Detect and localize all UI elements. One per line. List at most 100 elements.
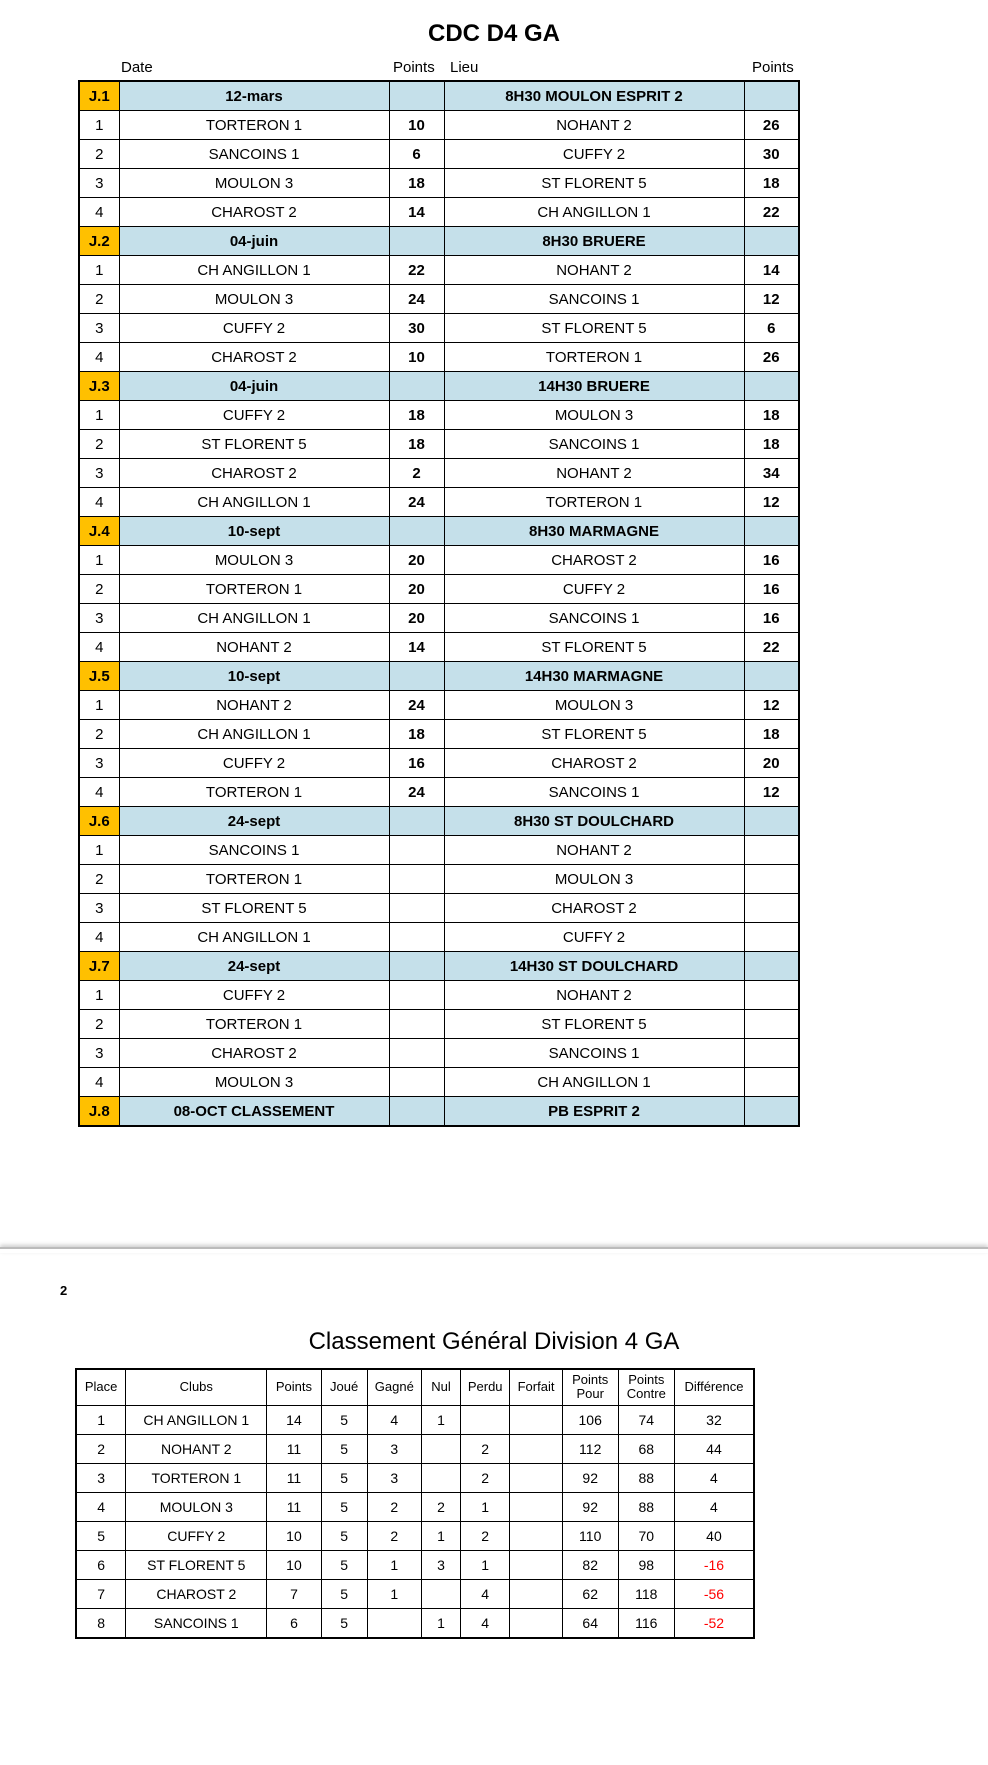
- round-venue: 14H30 BRUERE: [444, 372, 744, 401]
- match-num: 1: [79, 546, 119, 575]
- points-for: 106: [562, 1405, 618, 1434]
- standings-row: 8SANCOINS 1651464116-52: [76, 1608, 754, 1638]
- standings-header-cell: Joué: [321, 1369, 367, 1405]
- points: 11: [267, 1492, 321, 1521]
- match-row: 4CHAROST 210TORTERON 126: [79, 343, 799, 372]
- round-pts-blank: [389, 81, 444, 111]
- match-num: 2: [79, 865, 119, 894]
- round-pts-blank: [389, 662, 444, 691]
- match-row: 1CH ANGILLON 122NOHANT 214: [79, 256, 799, 285]
- round-venue: 8H30 MARMAGNE: [444, 517, 744, 546]
- difference: -52: [674, 1608, 754, 1638]
- played: 5: [321, 1434, 367, 1463]
- match-pts2: [744, 981, 799, 1010]
- match-team1: CHAROST 2: [119, 1039, 389, 1068]
- match-team1: CUFFY 2: [119, 401, 389, 430]
- round-date: 04-juin: [119, 227, 389, 256]
- match-team1: CUFFY 2: [119, 749, 389, 778]
- played: 5: [321, 1608, 367, 1638]
- match-num: 3: [79, 314, 119, 343]
- match-pts2: 16: [744, 604, 799, 633]
- match-pts2: [744, 1068, 799, 1097]
- won: [367, 1608, 421, 1638]
- won: 2: [367, 1521, 421, 1550]
- match-team2: NOHANT 2: [444, 256, 744, 285]
- match-team1: ST FLORENT 5: [119, 894, 389, 923]
- difference: -56: [674, 1579, 754, 1608]
- match-team1: SANCOINS 1: [119, 140, 389, 169]
- match-row: 3MOULON 318ST FLORENT 518: [79, 169, 799, 198]
- points: 7: [267, 1579, 321, 1608]
- match-pts1: 20: [389, 575, 444, 604]
- points-for: 64: [562, 1608, 618, 1638]
- lost: 4: [461, 1608, 510, 1638]
- match-pts2: [744, 836, 799, 865]
- match-team2: TORTERON 1: [444, 488, 744, 517]
- club-name: SANCOINS 1: [126, 1608, 267, 1638]
- difference: -16: [674, 1550, 754, 1579]
- round-pts-blank2: [744, 372, 799, 401]
- match-pts2: 12: [744, 778, 799, 807]
- points-for: 82: [562, 1550, 618, 1579]
- match-team1: CHAROST 2: [119, 459, 389, 488]
- difference: 4: [674, 1463, 754, 1492]
- played: 5: [321, 1579, 367, 1608]
- forfeit: [510, 1608, 562, 1638]
- round-date: 24-sept: [119, 807, 389, 836]
- match-team1: CHAROST 2: [119, 198, 389, 227]
- round-pts-blank: [389, 1097, 444, 1127]
- match-team2: CH ANGILLON 1: [444, 198, 744, 227]
- match-row: 1TORTERON 110NOHANT 226: [79, 111, 799, 140]
- match-team2: TORTERON 1: [444, 343, 744, 372]
- header-points1: Points: [392, 58, 449, 80]
- played: 5: [321, 1492, 367, 1521]
- won: 4: [367, 1405, 421, 1434]
- match-team1: NOHANT 2: [119, 633, 389, 662]
- points: 11: [267, 1434, 321, 1463]
- difference: 32: [674, 1405, 754, 1434]
- match-row: 2ST FLORENT 518SANCOINS 118: [79, 430, 799, 459]
- club-name: MOULON 3: [126, 1492, 267, 1521]
- round-venue: 14H30 MARMAGNE: [444, 662, 744, 691]
- match-num: 3: [79, 459, 119, 488]
- match-num: 2: [79, 575, 119, 604]
- points: 10: [267, 1550, 321, 1579]
- match-pts2: [744, 865, 799, 894]
- place: 2: [76, 1434, 126, 1463]
- round-date: 08-OCT CLASSEMENT: [119, 1097, 389, 1127]
- match-team2: CH ANGILLON 1: [444, 1068, 744, 1097]
- match-num: 2: [79, 285, 119, 314]
- round-pts-blank2: [744, 517, 799, 546]
- match-pts2: 34: [744, 459, 799, 488]
- club-name: ST FLORENT 5: [126, 1550, 267, 1579]
- round-venue: 8H30 BRUERE: [444, 227, 744, 256]
- match-row: 4CHAROST 214CH ANGILLON 122: [79, 198, 799, 227]
- match-row: 4CH ANGILLON 1CUFFY 2: [79, 923, 799, 952]
- points-against: 98: [618, 1550, 674, 1579]
- won: 3: [367, 1463, 421, 1492]
- match-num: 1: [79, 691, 119, 720]
- round-header: J.724-sept14H30 ST DOULCHARD: [79, 952, 799, 981]
- match-pts1: [389, 894, 444, 923]
- match-team2: CHAROST 2: [444, 749, 744, 778]
- round-code: J.5: [79, 662, 119, 691]
- match-team1: CH ANGILLON 1: [119, 923, 389, 952]
- match-num: 4: [79, 198, 119, 227]
- match-team1: TORTERON 1: [119, 111, 389, 140]
- points-against: 116: [618, 1608, 674, 1638]
- match-pts2: 16: [744, 575, 799, 604]
- match-num: 4: [79, 923, 119, 952]
- page-break: [0, 1247, 988, 1253]
- match-team1: CH ANGILLON 1: [119, 256, 389, 285]
- match-pts2: 26: [744, 343, 799, 372]
- lost: 2: [461, 1521, 510, 1550]
- match-team1: MOULON 3: [119, 1068, 389, 1097]
- match-row: 1CUFFY 2NOHANT 2: [79, 981, 799, 1010]
- match-row: 2TORTERON 1ST FLORENT 5: [79, 1010, 799, 1039]
- match-team1: TORTERON 1: [119, 575, 389, 604]
- match-row: 2SANCOINS 16CUFFY 230: [79, 140, 799, 169]
- round-pts-blank: [389, 807, 444, 836]
- match-pts1: 22: [389, 256, 444, 285]
- match-pts1: 14: [389, 198, 444, 227]
- standings-row: 1CH ANGILLON 1145411067432: [76, 1405, 754, 1434]
